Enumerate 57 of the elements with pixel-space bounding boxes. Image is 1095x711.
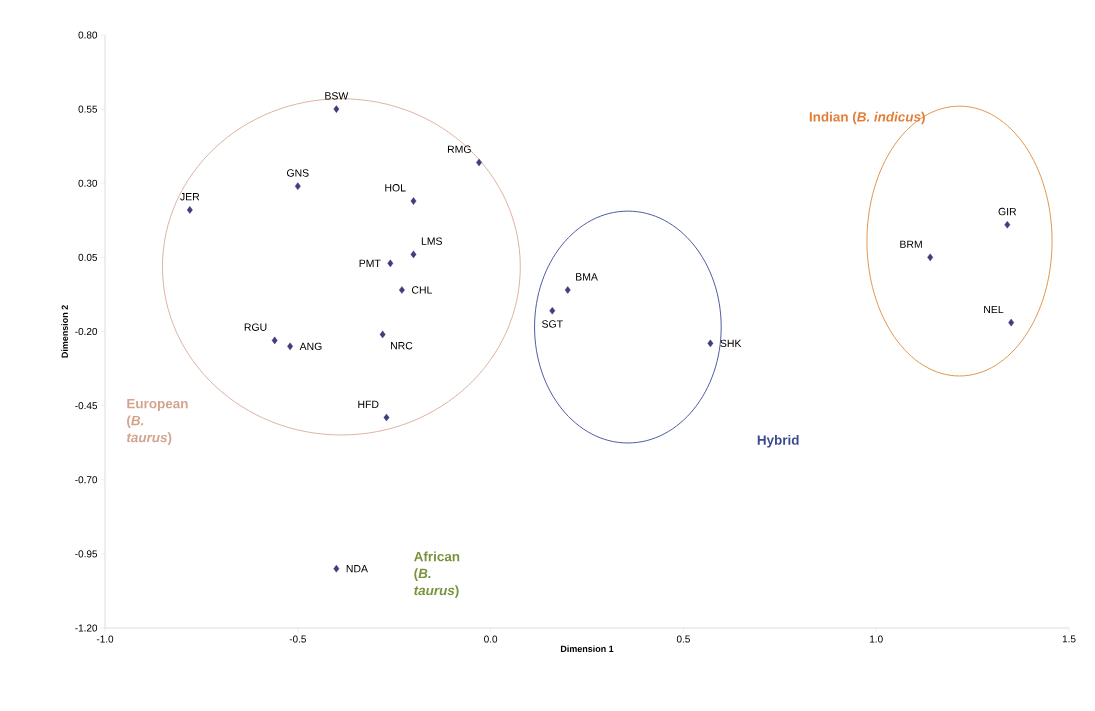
point (927, 253, 934, 262)
point (379, 330, 386, 339)
x-tick-label: -0.5 (289, 635, 306, 643)
point (387, 259, 394, 268)
annotation: SHK (720, 339, 742, 348)
annotation: NDA (346, 565, 368, 573)
annotation: PMT (359, 259, 381, 267)
point (1008, 318, 1015, 327)
point (707, 339, 714, 348)
annotation: GNS (287, 169, 309, 177)
annotation: Hybrid (757, 434, 799, 448)
point (410, 197, 417, 205)
point (294, 182, 301, 191)
point (410, 250, 417, 259)
annotation: ANG (299, 342, 322, 351)
annotation: GIR (998, 207, 1017, 216)
annotation: SGT (542, 320, 563, 328)
point (271, 336, 278, 345)
point (564, 286, 571, 294)
point (399, 286, 405, 294)
annotation: HOL (385, 184, 406, 192)
x-tick-label: 1.5 (1062, 635, 1076, 643)
point (333, 105, 340, 113)
x-tick-label: -1.0 (96, 635, 114, 643)
annotation: NEL (984, 305, 1004, 314)
annotation: HFD (358, 400, 379, 408)
annotation: RMG (447, 145, 471, 153)
annotation: BSW (325, 92, 349, 100)
annotation: RGU (244, 323, 267, 331)
x-tick-label: 1.0 (870, 635, 883, 643)
point (383, 413, 390, 422)
point (333, 564, 340, 573)
y-tick-label: 0.80 (78, 31, 98, 39)
annotation: European (B. taurus) (126, 398, 188, 445)
y-tick-label: -0.70 (75, 476, 98, 484)
annotation: JER (180, 193, 200, 201)
annotation: NRC (391, 341, 413, 350)
annotation: BRM (900, 240, 922, 248)
y-tick-label: -1.20 (75, 624, 98, 632)
annotation: LMS (421, 237, 443, 245)
y-tick-label: -0.45 (75, 402, 98, 410)
point (186, 206, 193, 214)
y-tick-label: 0.55 (78, 105, 98, 113)
y-tick-label: 0.05 (78, 253, 98, 261)
annotation: BMA (576, 273, 598, 281)
annotation: CHL (411, 286, 433, 294)
x-tick-label: 0.5 (676, 635, 690, 643)
point (1004, 220, 1011, 229)
x-tick-label: 0.0 (484, 635, 498, 643)
y-tick-label: 0.30 (78, 179, 98, 187)
y-tick-label: -0.95 (75, 550, 98, 558)
point (549, 306, 556, 315)
x-axis-title: Dimension 1 (560, 645, 614, 652)
y-tick-label: -0.20 (75, 327, 98, 336)
annotation: African (B. taurus) (414, 551, 460, 598)
y-axis-title: Dimension 2 (61, 305, 68, 358)
annotation: Indian (B. indicus) (809, 111, 925, 125)
